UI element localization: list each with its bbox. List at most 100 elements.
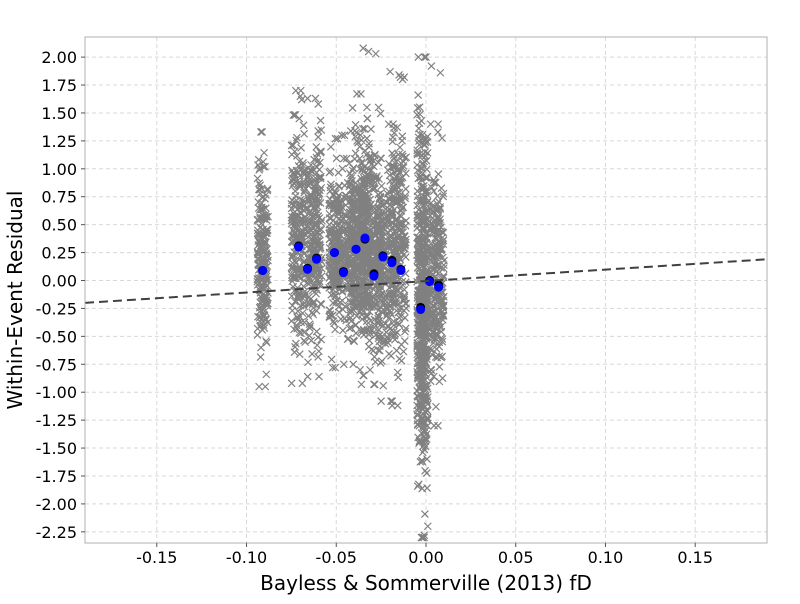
scatter-point	[333, 155, 340, 162]
mean-point-blue	[352, 245, 361, 254]
scatter-point	[400, 348, 407, 355]
scatter-point	[358, 381, 365, 388]
scatter-point	[315, 348, 322, 355]
scatter-point	[300, 122, 307, 129]
scatter-point	[315, 334, 322, 341]
scatter-point	[315, 373, 322, 380]
x-tick-label: 0.15	[677, 548, 713, 567]
scatter-point	[350, 361, 357, 368]
scatter-point	[301, 130, 308, 137]
scatter-point	[339, 288, 346, 295]
x-tick-label: 0.10	[588, 548, 624, 567]
scatter-point	[393, 347, 400, 354]
scatter-point	[435, 121, 442, 128]
scatter-point	[304, 373, 311, 380]
scatter-point	[421, 511, 428, 518]
y-tick-label: -0.25	[36, 299, 77, 318]
scatter-point	[372, 50, 379, 57]
scatter-point	[292, 87, 299, 94]
scatter-point	[262, 383, 269, 390]
x-axis-label: Bayless & Sommerville (2013) fD	[260, 571, 592, 595]
y-tick-label: 1.50	[41, 104, 77, 123]
x-tick-label: -0.05	[316, 548, 357, 567]
scatter-point	[370, 381, 377, 388]
scatter-point	[288, 318, 295, 325]
y-tick-label: 0.50	[41, 216, 77, 235]
scatter-point	[398, 357, 405, 364]
mean-point-blue	[339, 268, 348, 277]
y-tick-label: 1.00	[41, 160, 77, 179]
scatter-point	[367, 126, 374, 133]
scatter-point	[305, 359, 312, 366]
scatter-point	[394, 402, 401, 409]
scatter-point	[299, 380, 306, 387]
scatter-point	[257, 344, 264, 351]
scatter-point	[304, 95, 311, 102]
scatter-point	[297, 209, 304, 216]
scatter-point	[399, 76, 406, 83]
scatter-point	[431, 422, 438, 429]
y-tick-label: -0.75	[36, 355, 77, 374]
scatter-point	[257, 354, 264, 361]
mean-point-blue	[303, 265, 312, 274]
scatter-point	[349, 104, 356, 111]
scatter-point	[315, 134, 322, 141]
scatter-point	[434, 193, 441, 200]
scatter-point	[367, 366, 374, 373]
scatter-point	[328, 356, 335, 363]
mean-point-blue	[360, 234, 369, 243]
scatter-point	[377, 110, 384, 117]
scatter-point	[332, 326, 339, 333]
x-tick-label: 0.00	[408, 548, 444, 567]
scatter-point	[288, 151, 295, 158]
scatter-point	[254, 332, 261, 339]
scatter-point	[339, 306, 346, 313]
scatter-point	[424, 523, 431, 530]
scatter-point	[435, 422, 442, 429]
scatter-point	[341, 182, 348, 189]
y-tick-label: 0.00	[41, 272, 77, 291]
y-tick-label: -0.50	[36, 327, 77, 346]
scatter-point	[416, 120, 423, 127]
scatter-point	[318, 301, 325, 308]
scatter-point	[363, 104, 370, 111]
scatter-point	[378, 398, 385, 405]
mean-point-blue	[258, 266, 267, 275]
y-tick-label: 1.25	[41, 132, 77, 151]
scatter-point	[259, 128, 266, 135]
y-tick-label: -1.25	[36, 411, 77, 430]
scatter-point	[357, 90, 364, 97]
scatter-point	[399, 133, 406, 140]
scatter-point	[366, 144, 373, 151]
mean-point-blue	[396, 266, 405, 275]
scatter-point	[401, 338, 408, 345]
scatter-point	[436, 363, 443, 370]
y-tick-label: 2.00	[41, 48, 77, 67]
scatter-point	[423, 470, 430, 477]
scatter-point	[402, 185, 409, 192]
x-tick-label: -0.15	[136, 548, 177, 567]
scatter-point	[353, 90, 360, 97]
y-tick-label: 0.25	[41, 244, 77, 263]
scatter-point	[327, 143, 334, 150]
y-tick-label: -1.00	[36, 383, 77, 402]
scatter-point	[380, 382, 387, 389]
scatter-point	[396, 144, 403, 151]
scatter-point	[256, 383, 263, 390]
x-tick-label: -0.10	[226, 548, 267, 567]
y-tick-label: 0.75	[41, 188, 77, 207]
mean-point-blue	[330, 248, 339, 257]
mean-point-blue	[312, 255, 321, 264]
scatter-point	[371, 381, 378, 388]
scatter-points	[254, 45, 448, 541]
y-tick-label: -1.75	[36, 467, 77, 486]
scatter-point	[339, 327, 346, 334]
scatter-point	[313, 143, 320, 150]
scatter-point	[378, 182, 385, 189]
scatter-point	[389, 138, 396, 145]
scatter-point	[434, 129, 441, 136]
mean-point-blue	[434, 283, 443, 292]
scatter-point	[313, 328, 320, 335]
y-tick-label: -2.25	[36, 523, 77, 542]
